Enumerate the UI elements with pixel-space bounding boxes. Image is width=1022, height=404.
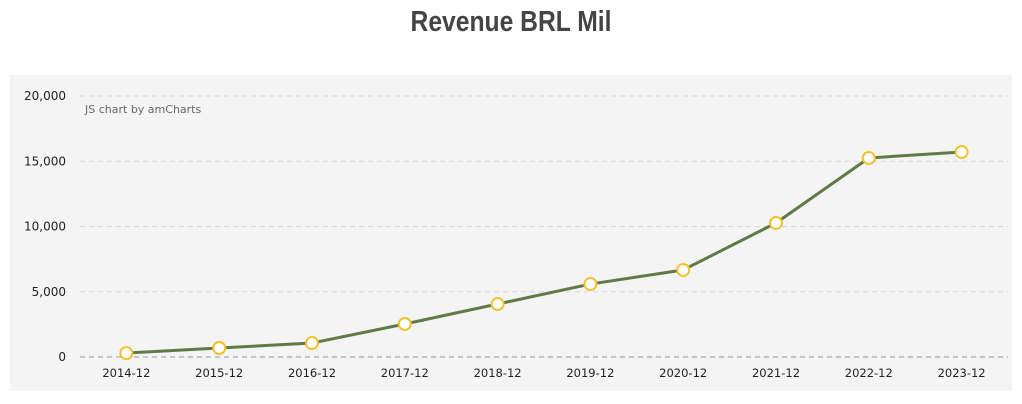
- data-point: [397, 316, 412, 331]
- data-point: [305, 336, 319, 351]
- series-line: [126, 150, 962, 355]
- x-tick-label: 2016-12: [288, 366, 336, 380]
- data-point: [769, 215, 783, 230]
- data-point: [583, 277, 598, 292]
- x-tick-label: 2017-12: [381, 366, 429, 380]
- y-tick-label: 5,000: [32, 285, 66, 299]
- data-point: [676, 262, 691, 277]
- y-tick-label: 0: [58, 350, 66, 364]
- x-tick-label: 2021-12: [752, 366, 800, 380]
- y-tick-label: 10,000: [24, 220, 66, 234]
- x-tick-label: 2019-12: [566, 366, 614, 380]
- data-point: [861, 150, 876, 165]
- x-tick-label: 2022-12: [845, 366, 893, 380]
- data-point: [119, 346, 134, 361]
- x-tick-label: 2023-12: [938, 366, 986, 380]
- data-point: [490, 297, 505, 312]
- x-tick-label: 2015-12: [195, 366, 243, 380]
- y-tick-label: 20,000: [24, 89, 66, 103]
- y-tick-label: 15,000: [24, 154, 66, 168]
- chart-title: Revenue BRL Mil: [410, 6, 612, 38]
- amcharts-credit: JS chart by amCharts: [84, 103, 201, 116]
- x-tick-label: 2014-12: [102, 366, 150, 380]
- x-tick-label: 2020-12: [659, 366, 707, 380]
- plot-background: [10, 75, 1012, 391]
- data-point: [954, 144, 969, 159]
- data-point: [212, 340, 227, 355]
- x-tick-label: 2018-12: [474, 366, 522, 380]
